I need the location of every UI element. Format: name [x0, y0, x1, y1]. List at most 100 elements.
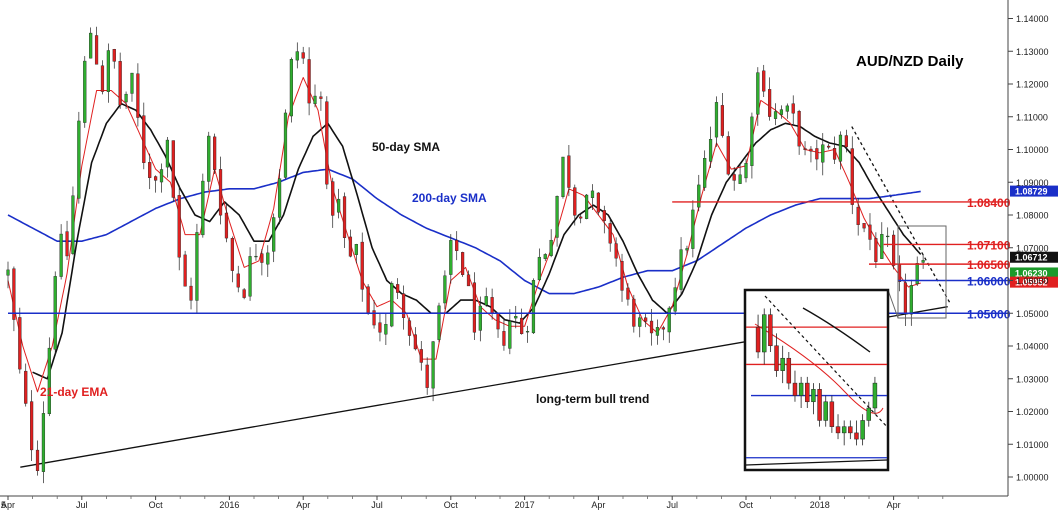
candle-down	[579, 216, 583, 219]
candle-down	[620, 261, 624, 291]
candle-down	[230, 238, 234, 271]
y-tick-label: 1.01000	[1016, 440, 1049, 450]
price-tag	[1010, 267, 1058, 279]
level-label: 1.06000	[967, 275, 1011, 289]
candle-up	[165, 139, 170, 168]
candle-up	[584, 194, 589, 219]
candle-down	[644, 317, 648, 322]
y-tick-label: 1.09000	[1016, 178, 1049, 188]
inset-candle-up	[866, 407, 871, 421]
candle-down	[720, 105, 724, 136]
candle-down	[260, 253, 264, 263]
x-tick-label: Apr	[887, 500, 901, 510]
candle-down	[762, 70, 766, 92]
y-tick-label: 1.11000	[1016, 112, 1048, 122]
inset-candle-up	[823, 401, 828, 421]
candle-up	[77, 120, 81, 199]
candle-down	[850, 148, 854, 205]
annotation-bull-trend: long-term bull trend	[536, 392, 649, 406]
candle-down	[425, 364, 429, 388]
candle-up	[838, 134, 843, 162]
candle-down	[153, 176, 158, 181]
price-tag	[1010, 251, 1058, 263]
candle-down	[30, 401, 34, 451]
candle-up	[703, 158, 707, 188]
candle-down	[171, 140, 175, 198]
candle-down	[661, 327, 665, 330]
candle-up	[449, 240, 453, 275]
candle-down	[136, 73, 140, 118]
candle-up	[390, 283, 394, 327]
candle-up	[272, 217, 276, 252]
candle-down	[401, 293, 406, 318]
candle-up	[106, 50, 110, 92]
inset-candle-down	[835, 426, 841, 434]
candle-down	[726, 136, 730, 175]
inset-candle-up	[841, 426, 847, 434]
candle-up	[159, 169, 164, 183]
candle-down	[868, 224, 872, 240]
x-tick-label: Jul	[666, 500, 678, 510]
candle-down	[897, 264, 902, 282]
x-tick-label: Apr	[1, 500, 15, 510]
inset-candle-up	[811, 389, 816, 403]
y-tick-label: 1.04000	[1016, 342, 1049, 352]
candle-up	[679, 249, 683, 290]
candle-down	[490, 297, 494, 314]
price-tag-label: 1.06230	[1015, 268, 1048, 278]
candle-down	[307, 59, 311, 104]
price-tag-label: 1.06712	[1015, 253, 1048, 263]
candle-up	[697, 184, 701, 208]
y-tick-label: 1.14000	[1016, 14, 1049, 24]
candle-up	[508, 321, 512, 349]
candle-down	[768, 89, 772, 117]
candle-down	[342, 196, 347, 238]
candle-down	[472, 282, 477, 333]
candle-down	[874, 238, 878, 262]
candle-up	[437, 305, 441, 340]
candle-down	[94, 35, 99, 65]
candle-down	[602, 210, 606, 221]
inset-frame	[743, 288, 890, 472]
candle-up	[89, 32, 93, 59]
candle-up	[779, 109, 784, 115]
inset-trend-line	[746, 459, 887, 466]
candle-up	[124, 93, 128, 103]
y-tick-label: 1.02000	[1016, 407, 1049, 417]
candle-up	[41, 413, 46, 472]
y-tick-label: 1.13000	[1016, 47, 1049, 57]
candle-down	[614, 243, 618, 259]
candle-down	[803, 148, 807, 150]
x-tick-label: Oct	[739, 500, 754, 510]
level-label: 1.08400	[967, 196, 1011, 210]
candle-up	[313, 95, 317, 104]
candles-layer	[6, 26, 925, 484]
candle-down	[12, 268, 16, 320]
candle-down	[844, 135, 848, 148]
axes-layer: 1.00000 1.01000 1.02000 1.03000 1.04000 1.050…	[0, 0, 1049, 510]
candle-up	[738, 174, 742, 184]
candle-down	[502, 331, 506, 346]
dashed-trend-line	[851, 126, 951, 304]
candle-down	[797, 111, 801, 147]
candle-down	[520, 317, 524, 335]
inset-candle-up	[798, 382, 804, 396]
candle-down	[862, 223, 866, 229]
candle-up	[71, 195, 75, 254]
candle-down	[856, 206, 860, 225]
x-tick-label: Jul	[76, 500, 88, 510]
x-tick-label: Jul	[371, 500, 383, 510]
price-tag	[1010, 276, 1058, 288]
candle-up	[354, 244, 358, 255]
candle-up	[514, 316, 518, 319]
candle-down	[360, 241, 364, 290]
candle-down	[596, 192, 600, 213]
candle-up	[266, 252, 270, 265]
candle-down	[573, 187, 577, 216]
candle-down	[461, 252, 465, 275]
candle-up	[785, 105, 789, 112]
x-tick-label: 2018	[810, 500, 830, 510]
inset-candle-down	[848, 426, 853, 434]
x-tick-label: Oct	[149, 500, 164, 510]
